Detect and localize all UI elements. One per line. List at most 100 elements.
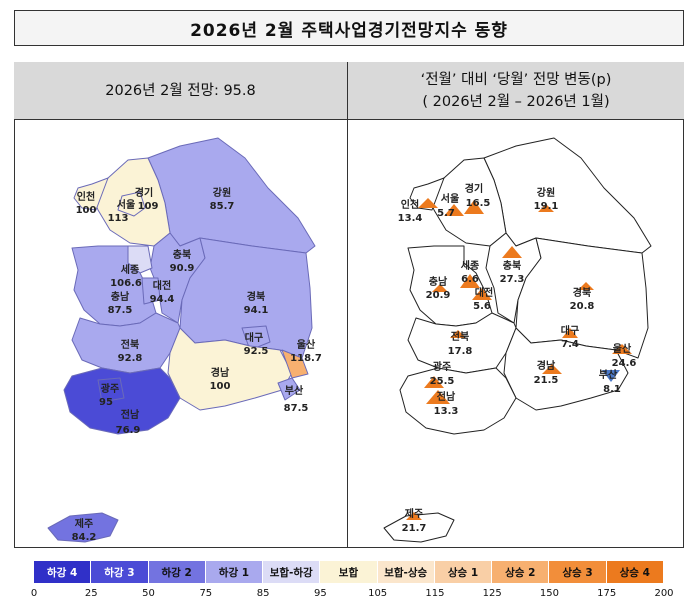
r-gyeongnam-value: 21.5 (534, 375, 559, 386)
jeonbuk-value: 92.8 (118, 353, 143, 364)
r-ulsan-name: 울산 (613, 342, 632, 355)
r-gyeonggi-name: 경기 (465, 182, 483, 195)
legend-item: 상승 1 (434, 561, 493, 583)
gwangju-value: 95 (99, 397, 113, 408)
marker-up-ulsan (612, 344, 632, 354)
r-incheon-name: 인천 (401, 198, 419, 211)
right-change-map: 인천 13.4 서울 5.7 경기 16.5 강원 19.1 충남 20.9 세… (383, 137, 652, 543)
r-seoul-value: 5.7 (437, 208, 455, 219)
legend-item: 상승 3 (549, 561, 607, 583)
left-panel-header: 2026년 2월 전망: 95.8 (14, 62, 347, 120)
legend-item: 상승 2 (492, 561, 550, 583)
r-chungnam-value: 20.9 (426, 290, 451, 301)
r-sejong-value: 6.6 (461, 274, 479, 285)
left-map-labels: 인천 100 서울 113 경기 109 강원 85.7 충북 90.9 세종 … (72, 186, 322, 543)
marker-up-jeonbuk (450, 330, 466, 338)
legend-item: 하강 2 (148, 561, 206, 583)
r-chungbuk-name: 충북 (503, 259, 521, 272)
gyeonggi-name: 경기 (135, 186, 153, 199)
panel-divider (347, 62, 349, 548)
chungnam-name: 충남 (111, 290, 130, 303)
gwangju-name: 광주 (101, 383, 119, 395)
chungbuk-name: 충북 (173, 248, 191, 261)
legend-tick: 95 (313, 588, 327, 599)
jeonnam-value: 76.9 (116, 425, 141, 436)
legend-item: 하강 1 (205, 561, 264, 583)
jeju-value: 84.2 (72, 532, 97, 543)
right-map-labels: 인천 13.4 서울 5.7 경기 16.5 강원 19.1 충남 20.9 세… (398, 182, 637, 534)
region-gangwon (147, 137, 316, 254)
r-jeju-name: 제주 (405, 507, 423, 520)
outline-chungnam (407, 245, 493, 327)
left-panel-header-text: 2026년 2월 전망: 95.8 (105, 82, 256, 99)
region-daejeon (141, 277, 161, 305)
gyeongnam-value: 100 (210, 381, 231, 392)
region-incheon (73, 177, 109, 211)
region-ulsan (281, 349, 309, 379)
page-title: 2026년 2월 주택사업경기전망지수 동향 (14, 10, 684, 46)
ulsan-name: 울산 (297, 338, 316, 351)
jeonnam-name: 전남 (121, 408, 140, 421)
region-jeju (47, 512, 119, 543)
outline-gangwon (483, 137, 652, 254)
legend-tick: 125 (482, 588, 502, 599)
region-daegu (241, 325, 271, 351)
legend-tick: 105 (368, 588, 388, 599)
r-gangwon-value: 19.1 (534, 201, 559, 212)
legend-tick: 25 (84, 588, 98, 599)
ulsan-value: 118.7 (290, 353, 322, 364)
r-gwangju-name: 광주 (433, 361, 451, 373)
legend-tick: 50 (142, 588, 155, 599)
r-chungbuk-value: 27.3 (500, 274, 525, 285)
r-daejeon-name: 대전 (475, 286, 493, 299)
gyeonggi-value: 109 (138, 201, 159, 212)
r-daegu-name: 대구 (561, 324, 579, 337)
r-gyeongbuk-name: 경북 (573, 286, 591, 299)
seoul-value: 113 (108, 213, 129, 224)
legend-item: 하강 4 (34, 561, 92, 583)
legend-tick: 150 (539, 588, 559, 599)
r-sejong-name: 세종 (461, 259, 479, 272)
gyeongbuk-value: 94.1 (244, 305, 269, 316)
marker-up-daegu (562, 328, 578, 338)
r-chungnam-name: 충남 (429, 275, 448, 288)
r-busan-name: 부산 (599, 368, 618, 381)
legend-item: 상승 4 (606, 561, 664, 583)
r-incheon-value: 13.4 (398, 213, 423, 224)
busan-value: 87.5 (284, 403, 309, 414)
outline-incheon (409, 177, 445, 211)
busan-name: 부산 (285, 384, 304, 397)
gangwon-name: 강원 (213, 186, 231, 199)
region-seoul (117, 191, 146, 217)
change-markers (406, 198, 632, 520)
r-seoul-name: 서울 (441, 192, 459, 205)
incheon-value: 100 (76, 205, 97, 216)
daegu-value: 92.5 (244, 346, 269, 357)
left-index-map: 인천 100 서울 113 경기 109 강원 85.7 충북 90.9 세종 … (47, 137, 322, 543)
right-header-line2: ( 2026년 2월 – 2026년 1월) (422, 93, 610, 110)
gangwon-value: 85.7 (210, 201, 235, 212)
seoul-name: 서울 (117, 198, 135, 211)
r-gyeongbuk-value: 20.8 (570, 301, 595, 312)
daegu-name: 대구 (245, 331, 263, 344)
daejeon-value: 94.4 (150, 294, 175, 305)
chungnam-value: 87.5 (108, 305, 133, 316)
legend-tick: 85 (256, 588, 270, 599)
chungbuk-value: 90.9 (170, 263, 195, 274)
r-gyeonggi-value: 16.5 (466, 198, 491, 209)
marker-up-gyeongbuk (578, 282, 594, 290)
r-busan-value: 8.1 (603, 384, 621, 395)
region-gwangju (97, 377, 125, 403)
r-ulsan-value: 24.6 (612, 358, 637, 369)
r-gangwon-name: 강원 (537, 186, 555, 199)
jeju-name: 제주 (75, 517, 93, 530)
legend-item: 보합-하강 (263, 561, 321, 583)
marker-up-chungbuk (502, 246, 522, 258)
legend-tick: 175 (597, 588, 617, 599)
legend-item: 보합 (320, 561, 378, 583)
marker-up-gyeonggi (464, 200, 484, 214)
r-jeonbuk-value: 17.8 (448, 346, 473, 357)
marker-up-gangwon (538, 204, 554, 212)
legend-tick: 200 (654, 588, 674, 599)
marker-up-jeonnam (426, 390, 450, 404)
